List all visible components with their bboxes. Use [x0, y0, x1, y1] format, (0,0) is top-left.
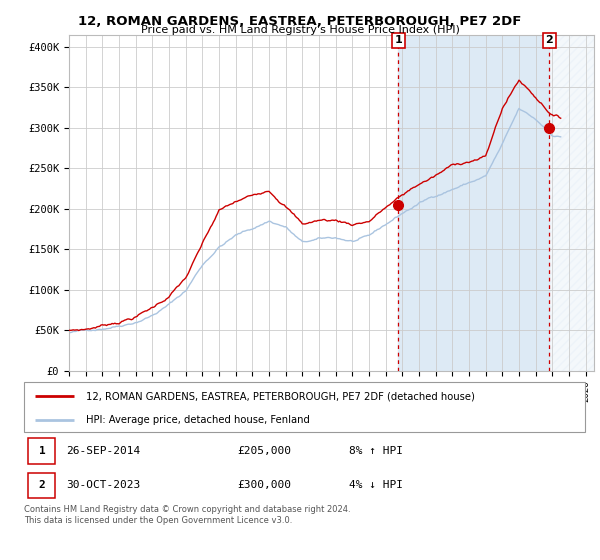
Text: 1: 1 [394, 35, 402, 45]
Text: Contains HM Land Registry data © Crown copyright and database right 2024.
This d: Contains HM Land Registry data © Crown c… [24, 505, 350, 525]
Text: 30-OCT-2023: 30-OCT-2023 [66, 480, 140, 491]
Text: £300,000: £300,000 [237, 480, 291, 491]
Text: £205,000: £205,000 [237, 446, 291, 456]
FancyBboxPatch shape [28, 438, 55, 464]
Text: 8% ↑ HPI: 8% ↑ HPI [349, 446, 403, 456]
Bar [398, 35, 550, 371]
Text: HPI: Average price, detached house, Fenland: HPI: Average price, detached house, Fenl… [86, 415, 310, 424]
Text: 12, ROMAN GARDENS, EASTREA, PETERBOROUGH, PE7 2DF: 12, ROMAN GARDENS, EASTREA, PETERBOROUGH… [79, 15, 521, 27]
Text: 2: 2 [38, 480, 46, 491]
Bar [550, 35, 594, 371]
Text: 26-SEP-2014: 26-SEP-2014 [66, 446, 140, 456]
Text: 12, ROMAN GARDENS, EASTREA, PETERBOROUGH, PE7 2DF (detached house): 12, ROMAN GARDENS, EASTREA, PETERBOROUGH… [86, 391, 475, 401]
Text: 2: 2 [545, 35, 553, 45]
Text: 4% ↓ HPI: 4% ↓ HPI [349, 480, 403, 491]
FancyBboxPatch shape [28, 473, 55, 498]
Text: Price paid vs. HM Land Registry's House Price Index (HPI): Price paid vs. HM Land Registry's House … [140, 25, 460, 35]
Text: 1: 1 [38, 446, 46, 456]
FancyBboxPatch shape [24, 382, 585, 432]
